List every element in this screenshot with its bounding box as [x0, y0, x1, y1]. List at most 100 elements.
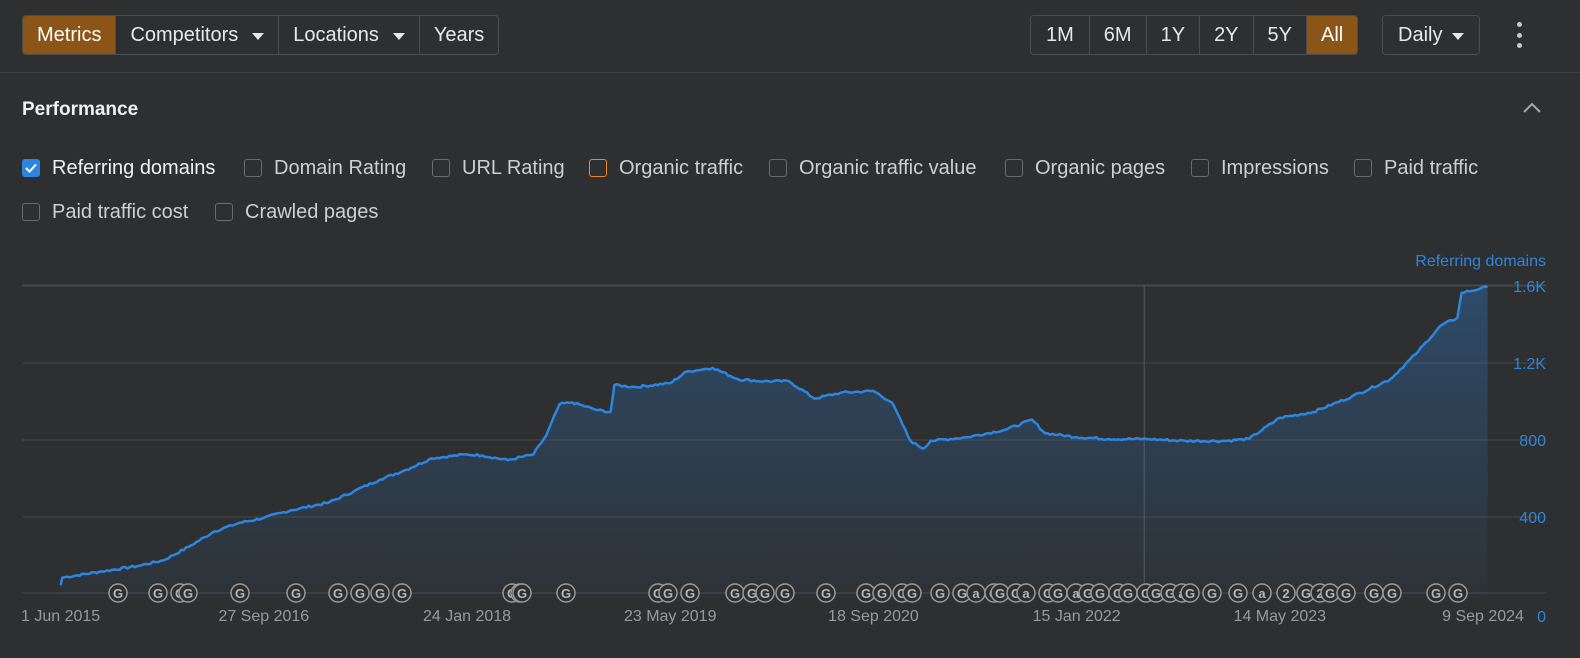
x-tick-label: 24 Jan 2018	[423, 608, 511, 625]
kebab-icon[interactable]	[1507, 22, 1531, 48]
range-2y-button[interactable]: 2Y	[1200, 16, 1254, 54]
annotation-label: a	[1258, 586, 1266, 601]
annotation-label: G	[1095, 586, 1105, 601]
caret-down-icon	[252, 32, 265, 40]
google-update-icon	[512, 583, 532, 603]
annotation-label: G	[685, 586, 695, 601]
google-update-icon	[286, 583, 306, 603]
google-update-icon	[816, 583, 836, 603]
annotation-label: G	[1113, 586, 1123, 601]
annotation-label: a	[972, 586, 980, 601]
annotation-label: G	[1233, 586, 1243, 601]
checkbox-checked-icon[interactable]	[22, 159, 40, 177]
checkbox-icon[interactable]	[1354, 159, 1372, 177]
granularity-dropdown[interactable]: Daily	[1382, 15, 1481, 55]
google-update-icon	[370, 583, 390, 603]
google-update-icon	[230, 583, 250, 603]
checkbox-icon[interactable]	[22, 203, 40, 221]
google-update-icon	[680, 583, 700, 603]
range-selector: 1M 6M 1Y 2Y 5Y All	[1030, 15, 1359, 55]
range-1y-button[interactable]: 1Y	[1146, 16, 1201, 54]
google-update-icon	[392, 583, 412, 603]
years-button[interactable]: Years	[419, 16, 499, 54]
annotation-label: G	[1301, 586, 1311, 601]
google-update-icon	[1336, 583, 1356, 603]
metric-paid-traffic[interactable]: Paid traffic	[1354, 156, 1478, 180]
referring-domains-chart: Referring domains 0 400 800 1.2K 1.6K 1 Jun 20…	[21, 253, 1546, 626]
granularity-button[interactable]: Daily	[1383, 16, 1480, 54]
x-tick-label: 1 Jun 2015	[21, 608, 100, 625]
annotation-label: G	[1053, 586, 1063, 601]
annotation-label: G	[113, 586, 123, 601]
annotation-label: G	[1341, 586, 1351, 601]
annotation-label: G	[1387, 586, 1397, 601]
checkbox-icon[interactable]	[432, 159, 450, 177]
range-5y-button[interactable]: 5Y	[1253, 16, 1307, 54]
google-update-icon	[658, 583, 678, 603]
google-update-icon	[178, 583, 198, 603]
annotation-label: G	[291, 586, 301, 601]
annotation-label: G	[1185, 586, 1195, 601]
range-all-button[interactable]: All	[1307, 16, 1358, 54]
metric-domain-rating[interactable]: Domain Rating	[244, 156, 406, 180]
metric-paid-traffic-cost[interactable]: Paid traffic cost	[22, 200, 188, 224]
google-update-icon	[1448, 583, 1468, 603]
metric-organic-traffic[interactable]: Organic traffic	[589, 156, 743, 180]
annotation-label: G	[861, 586, 871, 601]
annotation-label: G	[780, 586, 790, 601]
annotation-label: G	[1141, 586, 1151, 601]
annotation-label: G	[235, 586, 245, 601]
google-update-icon	[902, 583, 922, 603]
metric-url-rating[interactable]: URL Rating	[432, 156, 565, 180]
google-update-icon	[328, 583, 348, 603]
checkbox-icon[interactable]	[244, 159, 262, 177]
checkbox-icon[interactable]	[215, 203, 233, 221]
annotation-label: 2	[1282, 586, 1289, 601]
y-tick-label: 400	[1519, 510, 1546, 527]
x-tick-label: 9 Sep 2024	[1442, 608, 1524, 625]
annotation-label: G	[183, 586, 193, 601]
checkbox-icon[interactable]	[589, 159, 607, 177]
annotation-label: G	[995, 586, 1005, 601]
annotation-label: G	[897, 586, 907, 601]
annotation-label: G	[397, 586, 407, 601]
checkbox-icon[interactable]	[1191, 159, 1209, 177]
metric-organic-pages[interactable]: Organic pages	[1005, 156, 1165, 180]
annotation-label: G	[561, 586, 571, 601]
annotation-label: G	[1207, 586, 1217, 601]
google-update-icon	[1202, 583, 1222, 603]
y-tick-label: 1.6K	[1513, 279, 1546, 296]
caret-down-icon	[1452, 32, 1465, 40]
competitors-dropdown[interactable]: Competitors	[116, 16, 280, 54]
google-update-icon	[755, 583, 775, 603]
y-tick-label: 0	[1537, 609, 1546, 626]
annotation-label: G	[747, 586, 757, 601]
caret-down-icon	[392, 32, 405, 40]
range-1m-button[interactable]: 1M	[1031, 16, 1090, 54]
view-controls: Metrics Competitors Locations Years	[22, 15, 500, 55]
annotation-label: G	[877, 586, 887, 601]
locations-dropdown[interactable]: Locations	[279, 16, 420, 54]
annotation-label: G	[957, 586, 967, 601]
google-update-icon	[872, 583, 892, 603]
annotation-label: G	[1325, 586, 1335, 601]
x-tick-label: 23 May 2019	[624, 608, 717, 625]
annotation-label: G	[1431, 586, 1441, 601]
metric-organic-traffic-value[interactable]: Organic traffic value	[769, 156, 977, 180]
checkbox-icon[interactable]	[1005, 159, 1023, 177]
annotation-label: G	[153, 586, 163, 601]
annotation-label: G	[730, 586, 740, 601]
metric-referring-domains[interactable]: Referring domains	[22, 156, 215, 180]
annotation-label: G	[1123, 586, 1133, 601]
checkbox-icon[interactable]	[769, 159, 787, 177]
chevron-up-icon[interactable]	[1522, 100, 1542, 114]
metric-crawled-pages[interactable]: Crawled pages	[215, 200, 378, 224]
metrics-button[interactable]: Metrics	[23, 16, 117, 54]
google-update-icon	[775, 583, 795, 603]
x-tick-label: 18 Sep 2020	[828, 608, 919, 625]
google-update-icon	[148, 583, 168, 603]
range-6m-button[interactable]: 6M	[1089, 16, 1147, 54]
annotation-label: G	[1011, 586, 1021, 601]
metric-impressions[interactable]: Impressions	[1191, 156, 1329, 180]
x-tick-label: 14 May 2023	[1234, 608, 1327, 625]
